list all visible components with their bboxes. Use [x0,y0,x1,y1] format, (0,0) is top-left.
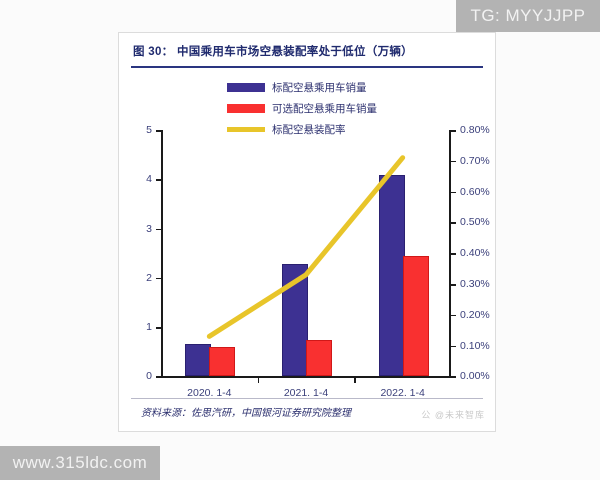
x-tick-label: 2020. 1-4 [187,387,232,399]
right-tick-label: 0.70% [460,154,490,167]
right-tick-label: 0.50% [460,216,490,229]
left-tick-label: 0 [146,370,152,383]
bar-optional-0 [209,346,236,377]
legend-swatch-navy [227,83,265,92]
left-tick [156,130,161,132]
left-tick [156,277,161,280]
right-axis [449,130,451,378]
right-tick [451,314,456,317]
bar-optional-2 [402,256,429,377]
legend-label-penetration-rate: 标配空悬装配率 [272,124,346,136]
line-series-layer [161,130,451,378]
watermark-bottom-left: www.315ldc.com [0,446,160,480]
left-tick [156,327,161,329]
x-axis [161,376,451,378]
left-tick-label: 5 [146,124,152,136]
right-tick [451,376,456,378]
inner-watermark: 公 @未来智库 [421,410,485,420]
watermark-top-right: TG: MYYJJPP [456,0,600,32]
bars-layer [161,130,451,378]
figure-card: 图 30： 中国乘用车市场空悬装配率处于低位（万辆） 标配空悬乘用车销量 可选配… [118,32,496,432]
right-tick-label: 0.10% [460,339,490,352]
x-tick [354,378,356,383]
right-tick-label: 0.80% [460,124,490,136]
x-tick-label: 2021. 1-4 [283,387,329,399]
right-tick [451,191,456,194]
left-axis [161,130,163,378]
legend-label-optional-sales: 可选配空悬乘用车销量 [272,103,377,115]
legend-label-standard-sales: 标配空悬乘用车销量 [272,82,367,94]
right-tick-label: 0.00% [460,370,490,383]
legend-item-optional-sales: 可选配空悬乘用车销量 [227,98,457,119]
x-tick [257,378,260,383]
source-note: 资料来源：佐思汽研，中国银河证券研究院整理 [141,408,351,419]
title-divider [131,66,483,68]
right-tick [451,160,456,163]
legend-item-penetration-rate: 标配空悬装配率 [227,119,457,140]
right-tick [451,130,456,132]
source-divider [131,398,483,399]
bar-standard-0 [185,343,212,377]
left-tick-label: 3 [146,222,152,235]
legend-item-standard-sales: 标配空悬乘用车销量 [227,77,457,98]
left-tick-label: 2 [146,271,152,284]
left-tick [156,228,161,231]
right-tick-label: 0.60% [460,185,490,198]
left-tick-label: 4 [146,173,152,186]
right-tick [451,284,456,286]
legend-swatch-yellow-line [227,127,265,132]
left-tick-label: 1 [146,321,152,334]
right-tick [451,345,456,348]
right-tick [451,222,456,224]
legend-swatch-red [227,104,265,113]
right-tick-label: 0.20% [460,308,490,321]
right-tick [451,253,456,255]
left-tick [156,179,161,181]
x-tick-label: 2022. 1-4 [380,387,425,399]
right-tick-label: 0.30% [460,278,490,290]
penetration-rate-line [206,155,406,339]
chart-legend: 标配空悬乘用车销量 可选配空悬乘用车销量 标配空悬装配率 [227,77,457,140]
left-tick [156,376,161,378]
plot-area: 0 1 2 3 4 5 0.00% 0.10% 0.20% 0.30% 0.40% 0.50% 0.6… [146,124,490,399]
bar-optional-1 [306,339,332,377]
right-tick-label: 0.40% [460,247,490,260]
figure-title: 图 30： 中国乘用车市场空悬装配率处于低位（万辆） [133,46,413,58]
